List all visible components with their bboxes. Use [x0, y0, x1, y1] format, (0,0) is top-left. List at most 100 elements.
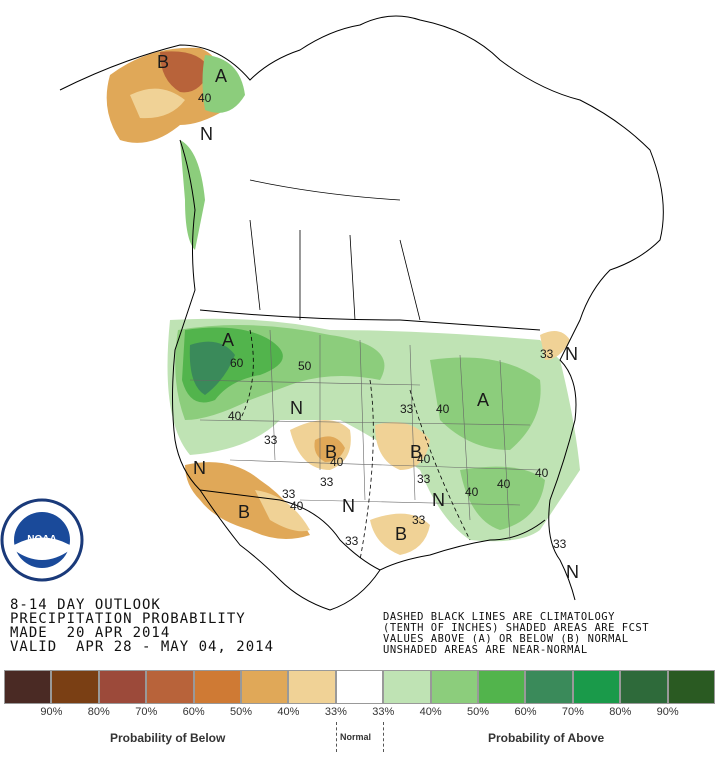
label-n-west: N: [290, 398, 303, 418]
legend-swatch: [525, 670, 573, 704]
num-40-north: 40: [436, 402, 450, 416]
legend-swatch: [572, 670, 621, 704]
outlook-subtitle: PRECIPITATION PROBABILITY: [10, 611, 246, 627]
legend-swatch: [98, 670, 147, 704]
legend-tick-label: 40%: [419, 706, 442, 718]
central-plains-below-core: [314, 436, 345, 462]
num-33-texas: 33: [412, 513, 426, 527]
legend-tick-label: 50%: [230, 706, 253, 718]
us-canada-border: [199, 309, 541, 331]
num-33-colorado: 33: [320, 475, 334, 489]
probability-above-caption: Probability of Above: [488, 731, 605, 745]
legend-swatch: [241, 670, 289, 704]
noaa-logo: NOAA: [0, 498, 84, 582]
num-33-plains: 33: [345, 534, 359, 548]
label-b-texas: B: [395, 524, 407, 544]
num-40-midwest: 40: [417, 452, 431, 466]
alaska-below-core: [160, 51, 210, 93]
num-33-west: 33: [264, 433, 278, 447]
east-above-50: [430, 357, 541, 450]
label-n-alaska: N: [200, 124, 213, 144]
us-states-east: [189, 329, 541, 541]
legend-swatch: [478, 670, 526, 704]
legend-tick-label: 80%: [609, 706, 632, 718]
legend-tick-label: 80%: [87, 706, 110, 718]
legend-tick-label: 90%: [656, 706, 679, 718]
southeast-above-50: [460, 466, 545, 530]
alaska-above-area: [202, 55, 245, 113]
mexico-border: [199, 489, 381, 571]
legend-swatch: [193, 670, 242, 704]
note-line-1: DASHED BLACK LINES ARE CLIMATOLOGY: [383, 611, 615, 623]
northeast-below: [540, 331, 570, 360]
probability-below-caption: Probability of Below: [110, 731, 226, 745]
legend-tick-label: 70%: [561, 706, 584, 718]
southwest-below-33: [255, 490, 310, 532]
legend-swatch: [667, 670, 716, 704]
midwest-below: [375, 422, 430, 470]
legend-tick-labels: 90% 80% 70% 60% 50% 40% 33% 33% 40% 50% 60% 70% 80% 9…: [4, 706, 715, 718]
num-50: 50: [298, 359, 312, 373]
normal-caption: Normal: [340, 732, 372, 742]
issued-date: MADE 20 APR 2014: [10, 625, 171, 641]
label-b-southwest: B: [238, 502, 250, 522]
legend-swatch: [4, 670, 52, 704]
climatology-dashed-lines: [239, 329, 471, 561]
note-line-4: UNSHADED AREAS ARE NEAR-NORMAL: [383, 644, 588, 656]
legend-tick-label: 33%: [324, 706, 347, 718]
legend-swatch: [335, 670, 384, 704]
num-33-north: 33: [400, 402, 414, 416]
note-line-3: VALUES ABOVE (A) OR BELOW (B) NORMAL: [383, 633, 629, 645]
label-a-east: A: [477, 390, 489, 410]
legend-swatch: [288, 670, 336, 704]
num-40-ga: 40: [497, 477, 511, 491]
num-33-fl: 33: [553, 537, 567, 551]
svg-text:NOAA: NOAA: [27, 534, 56, 545]
label-a-alaska: A: [215, 66, 227, 86]
legend-tick-label: 90%: [40, 706, 63, 718]
texas-below: [370, 513, 430, 555]
label-b-alaska: B: [157, 52, 169, 72]
label-n-northeast: N: [565, 344, 578, 364]
num-40-west: 40: [228, 409, 242, 423]
precipitation-outlook-map: B A N A N B B B N B N A N N N 40 60 50 4…: [0, 15, 664, 611]
legend-swatch: [51, 670, 99, 704]
legend-tick-label: 40%: [277, 706, 300, 718]
probability-legend: [4, 670, 716, 704]
valid-range: VALID APR 28 - MAY 04, 2014: [10, 639, 275, 655]
label-n-plains: N: [342, 496, 355, 516]
num-40-south: 40: [465, 485, 479, 499]
legend-swatch: [620, 670, 668, 704]
label-n-florida: N: [566, 562, 579, 582]
legend-tick-label: 60%: [514, 706, 537, 718]
legend-swatch: [383, 670, 431, 704]
conus-above-70: [189, 341, 235, 395]
num-40-colorado: 40: [330, 455, 344, 469]
num-60: 60: [230, 356, 244, 370]
normal-divider: [336, 722, 384, 752]
outlook-title-block: 8-14 DAY OUTLOOK PRECIPITATION PROBABILIT…: [10, 598, 274, 654]
label-a-northwest: A: [222, 330, 234, 350]
num-40-southeast: 40: [535, 466, 549, 480]
num-33-midwest: 33: [417, 472, 431, 486]
note-line-2: (TENTH OF INCHES) SHADED AREAS ARE FCST: [383, 622, 650, 634]
num-33-northeast: 33: [540, 347, 554, 361]
alaska-normal-33: [130, 88, 185, 119]
label-b-colorado: B: [325, 442, 337, 462]
label-n-southwest: N: [193, 458, 206, 478]
legend-tick-label: 50%: [467, 706, 490, 718]
canada-provinces: [249, 179, 421, 321]
num-alaska-40: 40: [198, 91, 212, 105]
label-b-midwest: B: [410, 442, 422, 462]
num-40-sw: 40: [290, 499, 304, 513]
coastline-outline: [59, 15, 664, 611]
map-notes: DASHED BLACK LINES ARE CLIMATOLOGY (TENTH…: [383, 612, 649, 656]
outlook-title: 8-14 DAY OUTLOOK: [10, 597, 161, 613]
legend-swatch: [146, 670, 194, 704]
num-33-sw: 33: [282, 487, 296, 501]
legend-swatch: [430, 670, 479, 704]
label-n-south: N: [432, 490, 445, 510]
legend-tick-label: 33%: [372, 706, 395, 718]
legend-tick-label: 70%: [135, 706, 158, 718]
legend-tick-label: 60%: [182, 706, 205, 718]
